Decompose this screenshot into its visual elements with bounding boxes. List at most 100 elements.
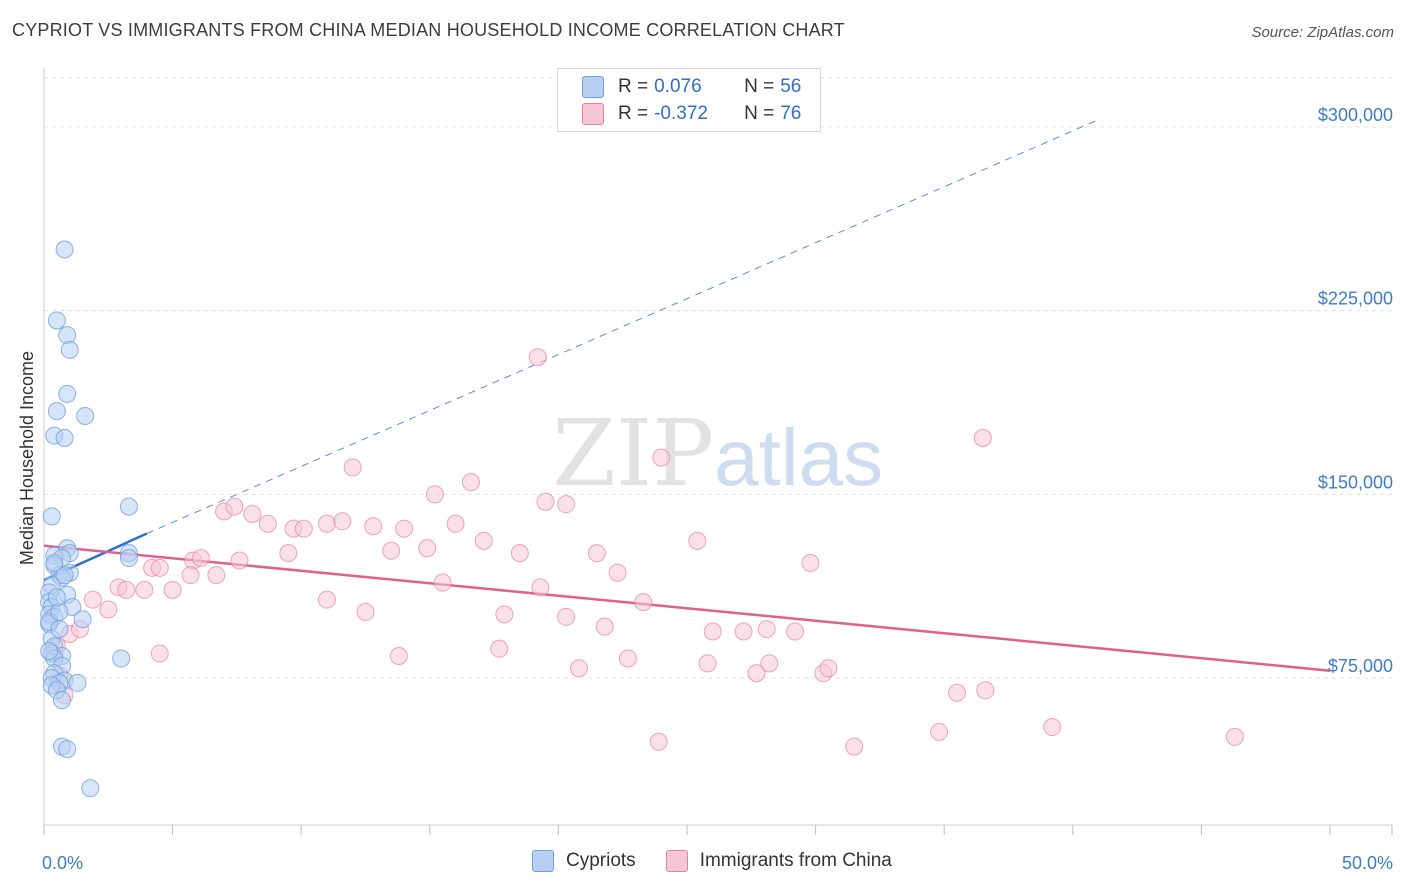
china-point: [446, 514, 465, 533]
watermark-atlas: atlas: [714, 413, 884, 502]
china-point: [258, 514, 277, 533]
series-legend: Cypriots Immigrants from China: [532, 850, 922, 872]
x-tick-label: 50.0%: [1342, 853, 1393, 873]
china-point: [317, 590, 336, 609]
china-point: [634, 593, 653, 612]
legend-r-label: R =: [618, 103, 649, 124]
y-tick-label: $150,000: [1318, 472, 1393, 492]
china-point: [973, 429, 992, 448]
china-point: [317, 514, 336, 533]
china-point: [587, 544, 606, 563]
china-point: [531, 578, 550, 597]
china-point: [461, 473, 480, 492]
y-axis-label: Median Household Income: [17, 351, 37, 565]
china-point: [608, 563, 627, 582]
legend-item-cypriots[interactable]: Cypriots: [532, 850, 636, 872]
axes: [43, 68, 1393, 835]
china-point: [163, 580, 182, 599]
china-point: [510, 544, 529, 563]
china-point: [207, 566, 226, 585]
legend-label-china: Immigrants from China: [699, 850, 892, 871]
china-point: [652, 448, 671, 467]
china-point: [536, 492, 555, 511]
china-point: [618, 649, 637, 668]
legend-r-label: R =: [618, 76, 649, 97]
china-point: [569, 659, 588, 678]
cypriot-point: [42, 507, 61, 526]
cypriot-point: [50, 602, 69, 621]
cypriot-point: [119, 497, 138, 516]
cypriot-point: [76, 406, 95, 425]
cypriot-point: [47, 588, 66, 607]
china-point: [801, 553, 820, 572]
china-point: [225, 497, 244, 516]
china-point: [786, 622, 805, 641]
china-trend: [43, 544, 1331, 672]
china-point: [433, 573, 452, 592]
y-tick-label: $225,000: [1318, 289, 1393, 309]
china-point: [230, 551, 249, 570]
china-point: [557, 607, 576, 626]
watermark-zip: ZIP: [552, 400, 715, 507]
china-point: [688, 531, 707, 550]
cypriot-point: [45, 553, 64, 572]
china-point: [474, 531, 493, 550]
legend-label-cypriots: Cypriots: [566, 850, 636, 871]
cypriot-point: [112, 649, 131, 668]
china-point: [418, 539, 437, 558]
y-tick-label: $300,000: [1318, 105, 1393, 125]
data-points: [40, 240, 1244, 798]
china-point: [930, 722, 949, 741]
china-point: [389, 647, 408, 666]
china-point: [279, 544, 298, 563]
legend-r-value: 0.076: [654, 76, 702, 97]
china-point: [343, 458, 362, 477]
grid-lines: [44, 77, 1392, 679]
china-point: [243, 504, 262, 523]
legend-row-china: R = -0.372 N = 76: [582, 102, 801, 126]
trend-lines: [43, 119, 1331, 672]
china-point: [99, 600, 118, 619]
legend-swatch-china: [665, 850, 688, 872]
china-point: [150, 558, 169, 577]
cypriot-point: [58, 740, 77, 759]
cypriot-point: [58, 384, 77, 403]
china-point: [734, 622, 753, 641]
china-point: [83, 590, 102, 609]
china-point: [649, 732, 668, 751]
china-point: [760, 654, 779, 673]
source-label: Source: ZipAtlas.com: [1251, 24, 1394, 41]
stats-legend: R = 0.076 N = 56 R = -0.372 N = 76: [557, 68, 821, 132]
cypriot-point: [73, 610, 92, 629]
axis-labels: $75,000 $150,000 $225,000 $300,000 0.0% 50.0%…: [17, 105, 1393, 873]
legend-r-value: -0.372: [654, 103, 708, 124]
watermark: ZIPatlas: [552, 400, 883, 507]
legend-item-china[interactable]: Immigrants from China: [665, 850, 892, 872]
china-point: [425, 485, 444, 504]
china-point: [395, 519, 414, 538]
china-point: [845, 737, 864, 756]
cypriot-point: [55, 240, 74, 259]
legend-swatch-china: [582, 103, 604, 125]
china-point: [364, 517, 383, 536]
china-point: [698, 654, 717, 673]
legend-n-label: N =: [744, 76, 775, 97]
cypriot-point: [47, 402, 66, 421]
cypriot-trend-dashed: [146, 119, 1099, 535]
china-point: [757, 620, 776, 639]
china-point: [703, 622, 722, 641]
legend-n-label: N =: [744, 103, 775, 124]
china-point: [595, 617, 614, 636]
cypriot-point: [119, 549, 138, 568]
china-point: [1043, 718, 1062, 737]
china-point: [490, 639, 509, 658]
china-point: [557, 495, 576, 514]
y-tick-label: $75,000: [1328, 656, 1393, 676]
china-point: [495, 605, 514, 624]
china-point: [150, 644, 169, 663]
cypriot-point: [50, 620, 69, 639]
cypriot-point: [81, 779, 100, 798]
legend-n-value: 56: [780, 76, 802, 97]
cypriot-point: [58, 326, 77, 345]
